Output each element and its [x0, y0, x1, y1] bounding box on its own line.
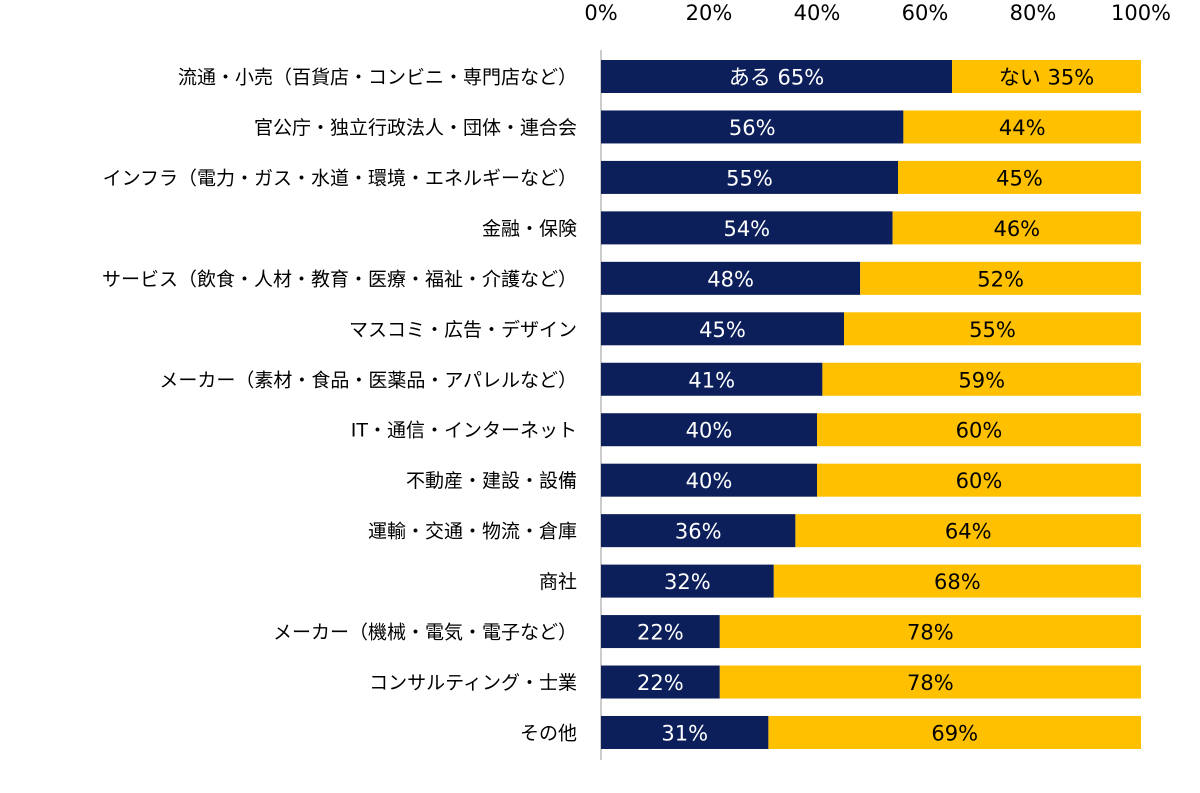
bar-segment-no	[844, 312, 1141, 346]
category-label: インフラ（電力・ガス・水道・環境・エネルギーなど）	[103, 167, 577, 189]
bar-segment-yes	[601, 160, 898, 194]
data-label: ある 65%	[729, 66, 824, 90]
data-label: 48%	[707, 267, 754, 291]
bar-segment-yes	[601, 615, 720, 649]
category-label: サービス（飲食・人材・教育・医療・福祉・介護など）	[102, 268, 577, 290]
data-label: 60%	[956, 419, 1003, 443]
bar-segment-no	[892, 211, 1141, 245]
data-label: 64%	[945, 520, 992, 544]
bar-segment-yes	[601, 211, 893, 245]
data-label: 69%	[931, 721, 978, 745]
data-label: 54%	[723, 217, 770, 241]
data-label: 45%	[699, 318, 746, 342]
bar-segment-no	[860, 261, 1141, 295]
bar-segment-yes	[601, 463, 817, 497]
bar-segment-no	[898, 160, 1141, 194]
bar-segment-yes	[601, 60, 952, 93]
data-label: 44%	[999, 116, 1046, 140]
category-label: 流通・小売（百貨店・コンビニ・専門店など）	[178, 67, 577, 89]
bar-segment-no	[773, 564, 1141, 598]
bar-segment-yes	[601, 362, 823, 396]
bar-segment-no	[768, 715, 1141, 749]
category-label: IT・通信・インターネット	[351, 420, 577, 442]
bar-segment-yes	[601, 665, 720, 699]
category-label: その他	[520, 722, 577, 744]
category-label: メーカー（機械・電気・電子など）	[273, 622, 577, 644]
x-tick-label: 20%	[686, 1, 733, 25]
data-label: 22%	[637, 621, 684, 645]
x-tick-label: 80%	[1010, 1, 1057, 25]
category-label: 商社	[539, 571, 577, 593]
bar-segment-no	[719, 615, 1141, 649]
data-label: 56%	[729, 116, 776, 140]
category-label: 官公庁・独立行政法人・団体・連合会	[254, 117, 577, 139]
x-tick-label: 100%	[1111, 1, 1171, 25]
data-label: 40%	[686, 469, 733, 493]
data-label: 36%	[675, 520, 722, 544]
bar-segment-yes	[601, 312, 844, 346]
x-tick-label: 60%	[902, 1, 949, 25]
data-label: 55%	[969, 318, 1016, 342]
data-label: 32%	[664, 570, 711, 594]
bar-segment-yes	[601, 110, 904, 144]
data-label: 22%	[637, 671, 684, 695]
bar-segment-no	[822, 362, 1141, 396]
data-label: 55%	[726, 166, 773, 190]
data-label: 78%	[907, 621, 954, 645]
data-label: 68%	[934, 570, 981, 594]
category-label: 運輸・交通・物流・倉庫	[368, 521, 577, 543]
x-tick-label: 0%	[584, 1, 617, 25]
data-label: ない 35%	[999, 66, 1094, 90]
category-label: 不動産・建設・設備	[406, 470, 577, 492]
data-label: 78%	[907, 671, 954, 695]
category-label: コンサルティング・士業	[369, 672, 577, 694]
bar-segment-yes	[601, 261, 861, 295]
data-label: 41%	[688, 368, 735, 392]
data-label: 60%	[956, 469, 1003, 493]
bar-segment-yes	[601, 564, 774, 598]
bar-segment-no	[952, 60, 1141, 93]
bar-segment-no	[817, 413, 1141, 447]
bar-segment-no	[719, 665, 1141, 699]
data-label: 31%	[661, 721, 708, 745]
bar-segment-no	[903, 110, 1141, 144]
bar-segment-yes	[601, 413, 817, 447]
bar-segment-yes	[601, 715, 769, 749]
category-label: 金融・保険	[482, 218, 577, 240]
data-label: 45%	[996, 166, 1043, 190]
bar-segment-yes	[601, 514, 796, 548]
bar-segment-no	[817, 463, 1141, 497]
category-label: マスコミ・広告・デザイン	[349, 319, 577, 341]
data-label: 52%	[977, 267, 1024, 291]
x-tick-label: 40%	[794, 1, 841, 25]
data-label: 59%	[958, 368, 1005, 392]
bar-segment-no	[795, 514, 1141, 548]
data-label: 46%	[993, 217, 1040, 241]
data-label: 40%	[686, 419, 733, 443]
category-label: メーカー（素材・食品・医薬品・アパレルなど）	[159, 369, 577, 391]
